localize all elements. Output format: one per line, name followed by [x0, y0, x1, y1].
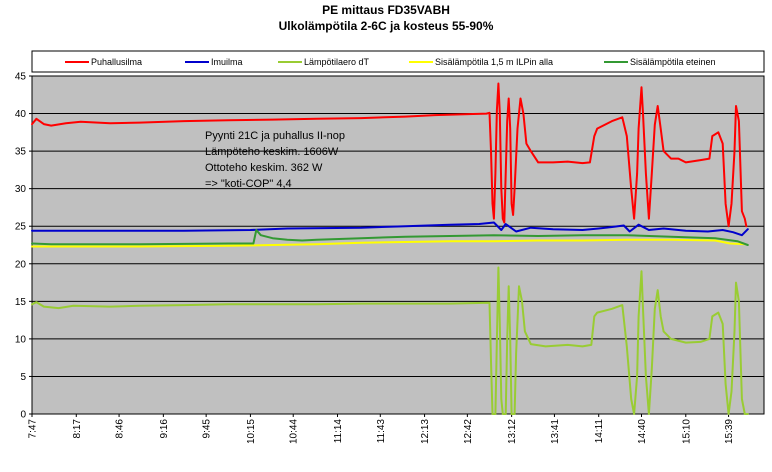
- y-tick-label: 0: [20, 410, 26, 421]
- y-tick-label: 15: [15, 297, 27, 308]
- series-line-4: [31, 238, 746, 248]
- annotation-line-1: Pyynti 21C ja puhallus II-nop: [205, 130, 345, 142]
- annotation-line-4: => "koti-COP" 4,4: [205, 178, 292, 190]
- x-tick-label: 11:14: [333, 419, 344, 444]
- y-axis: 0 5 10 15 20 25 30 35 40 45: [15, 72, 32, 421]
- y-tick-label: 45: [15, 72, 27, 83]
- y-tick-label: 30: [15, 184, 27, 195]
- x-tick-label: 8:17: [72, 419, 83, 439]
- legend-label: Sisälämpötila 1,5 m ILPin alla: [435, 57, 553, 67]
- x-tick-label: 10:15: [246, 419, 257, 444]
- legend: Puhallusilma Imuilma Lämpötilaero dT Sisälä…: [31, 50, 765, 73]
- x-tick-label: 12:13: [420, 419, 431, 444]
- y-tick-label: 25: [15, 222, 27, 233]
- series-line-2: [31, 221, 749, 237]
- x-tick-label: 14:40: [637, 419, 648, 444]
- legend-label: Lämpötilaero dT: [304, 57, 370, 67]
- series-line-1: [31, 82, 748, 228]
- x-axis: 7:47 8:17 8:46 9:16 9:45 10:15 10:44 11:14 11:43…: [28, 414, 735, 444]
- series-line-3: [31, 266, 749, 415]
- chart-title: PE mittaus FD35VABH: [322, 3, 450, 17]
- x-tick-label: 15:39: [724, 419, 735, 444]
- legend-label: Puhallusilma: [91, 57, 142, 67]
- x-tick-label: 11:43: [376, 419, 387, 444]
- x-tick-label: 7:47: [28, 419, 39, 439]
- x-tick-label: 12:42: [463, 419, 474, 444]
- y-tick-label: 5: [20, 372, 26, 383]
- annotation: Pyynti 21C ja puhallus II-nop Lämpöteho …: [205, 130, 345, 190]
- y-tick-label: 35: [15, 147, 27, 158]
- x-tick-label: 8:46: [115, 419, 126, 439]
- y-tick-label: 20: [15, 259, 27, 270]
- y-tick-label: 40: [15, 109, 27, 120]
- x-tick-label: 9:16: [159, 419, 170, 439]
- series-line-5: [31, 229, 749, 246]
- x-tick-label: 9:45: [202, 419, 213, 439]
- annotation-line-3: Ottoteho keskim. 362 W: [205, 162, 323, 174]
- annotation-line-2: Lämpöteho keskim. 1606W: [205, 146, 339, 158]
- series-lines: [31, 82, 749, 415]
- legend-label: Sisälämpötila eteinen: [630, 57, 716, 67]
- x-tick-label: 13:41: [550, 419, 561, 444]
- legend-box: [31, 50, 765, 73]
- chart-subtitle: Ulkolämpötila 2-6C ja kosteus 55-90%: [279, 19, 494, 33]
- y-tick-label: 10: [15, 334, 27, 345]
- x-tick-label: 10:44: [289, 419, 300, 444]
- x-tick-label: 14:11: [594, 419, 605, 444]
- x-tick-label: 15:10: [681, 419, 692, 444]
- legend-label: Imuilma: [211, 57, 243, 67]
- x-tick-label: 13:12: [507, 419, 518, 444]
